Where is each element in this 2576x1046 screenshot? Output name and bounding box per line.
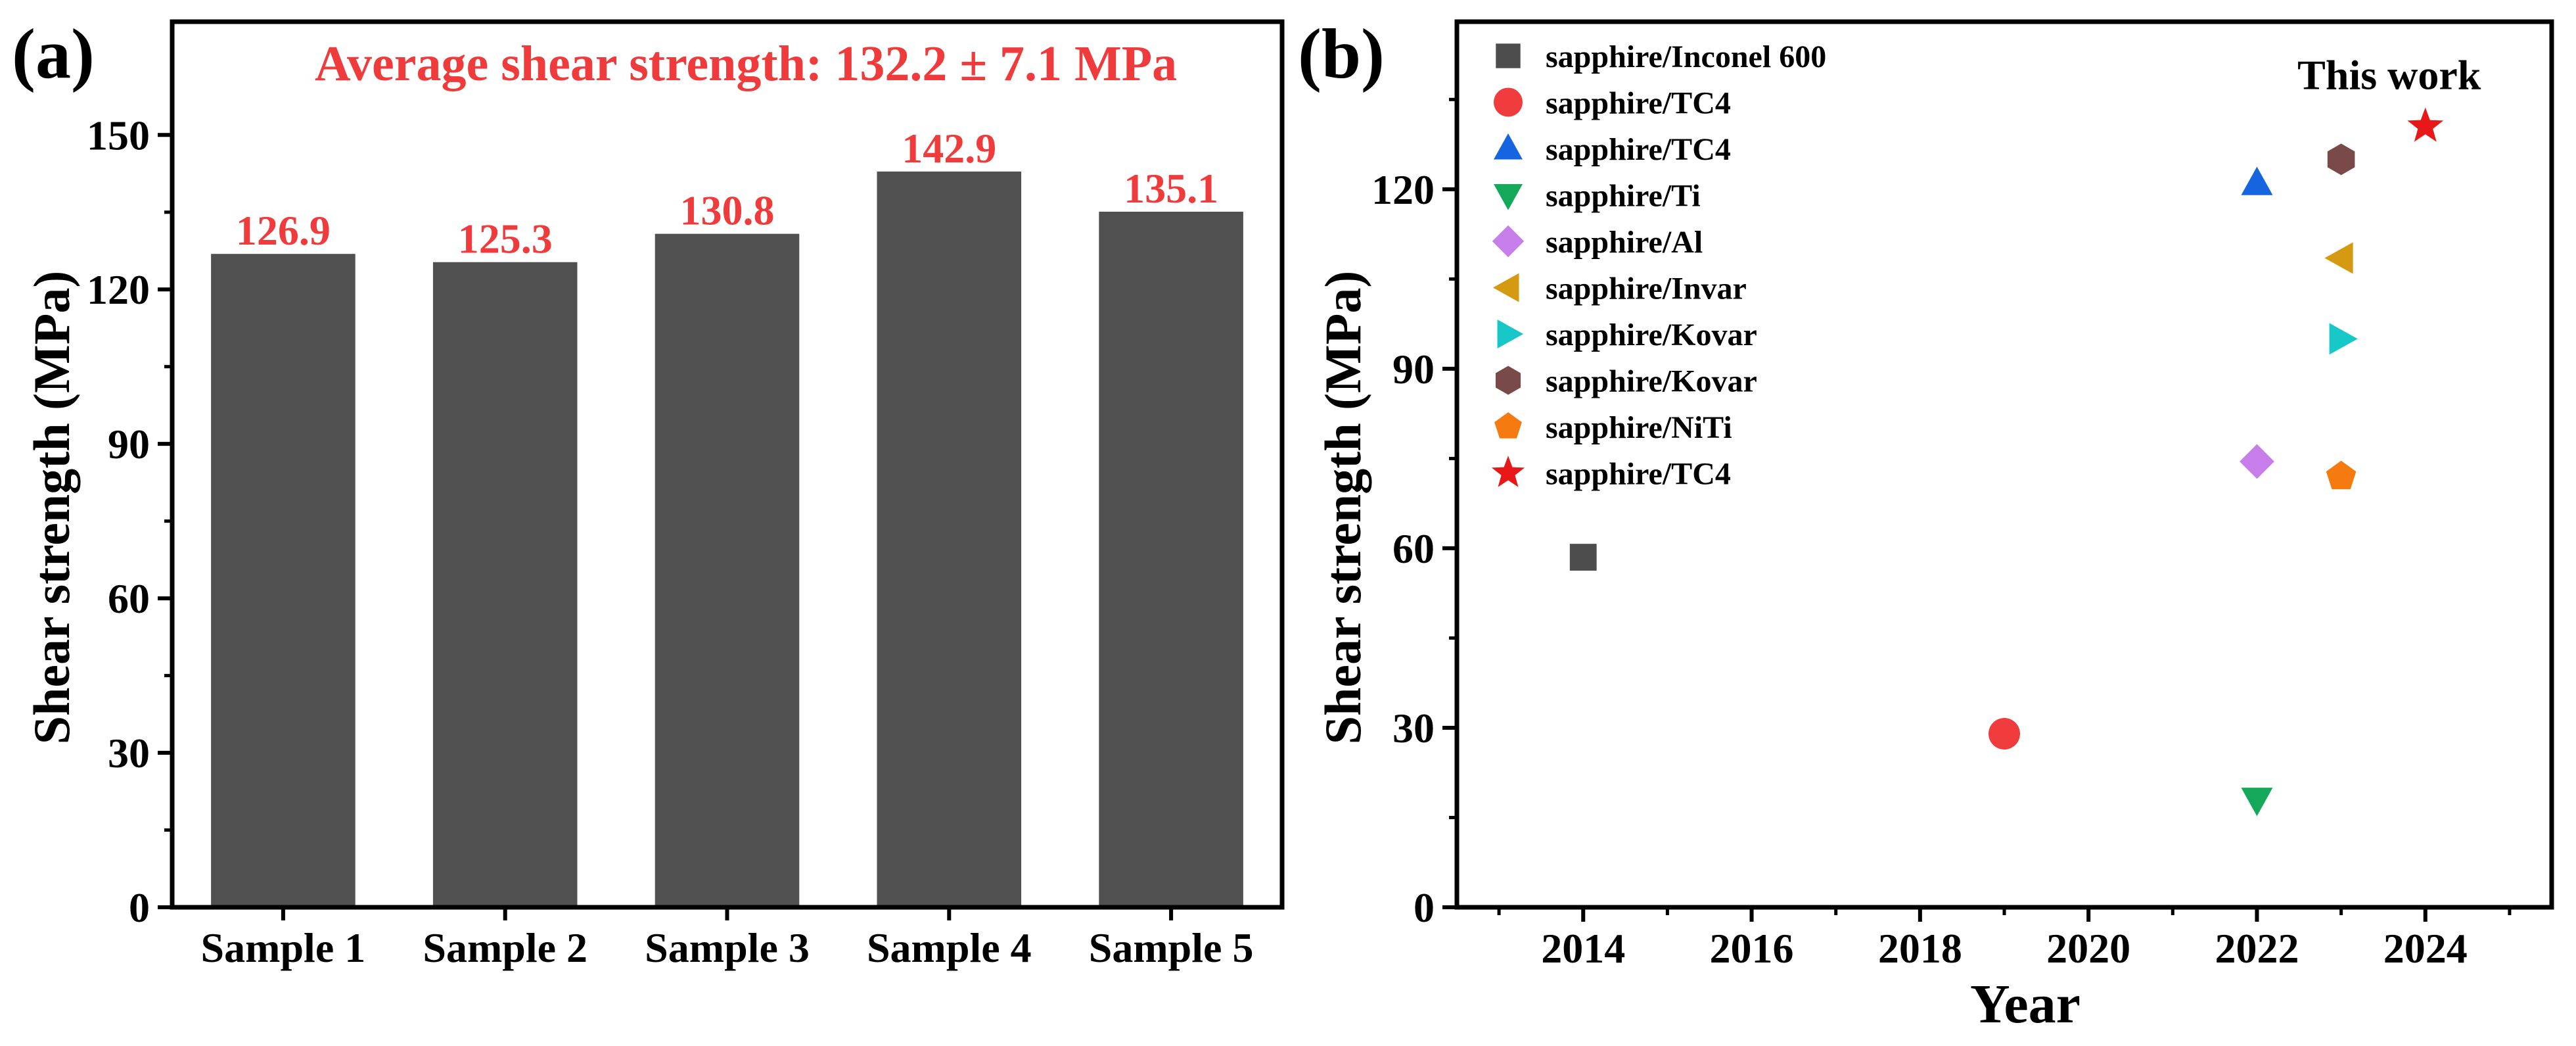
panel-b-plot-frame xyxy=(1454,19,2554,910)
legend-triangle-down-marker xyxy=(1494,184,1523,210)
panel-b-points xyxy=(1569,107,2444,817)
x-tick-label-sample-4: Sample 4 xyxy=(867,924,1032,971)
bar-sample-4 xyxy=(877,171,1022,908)
panel-b-y-ticks: 0 30 60 90 120 xyxy=(1371,97,1457,931)
legend-label-sapphire-kovar: sapphire/Kovar xyxy=(1546,318,1757,352)
legend-label-sapphire-tc4: sapphire/TC4 xyxy=(1546,86,1731,121)
legend-triangle-right-marker xyxy=(1497,320,1524,348)
y-tick-label-0: 0 xyxy=(129,884,150,931)
legend-diamond-marker xyxy=(1492,225,1525,258)
panel-a-x-ticks: Sample 1 Sample 2 Sample 3 Sample 4 Sample 5 xyxy=(201,907,1254,971)
x-tick-label-2024: 2024 xyxy=(2383,925,2468,972)
point-sapphire-invar-triangle-left-2023 xyxy=(2324,242,2353,274)
panel-b-x-axis-label: Year xyxy=(1970,974,2081,1035)
y-tick-label-120: 120 xyxy=(87,266,150,313)
data-label-sample-4: 142.9 xyxy=(902,125,996,172)
data-label-sample-2: 125.3 xyxy=(458,216,553,262)
point-sapphire-inconel-600-square-2014 xyxy=(1569,544,1597,571)
x-tick-label-sample-5: Sample 5 xyxy=(1089,924,1254,971)
panel-a-y-axis-label: Shear strength (MPa) xyxy=(23,271,80,745)
x-tick-label-sample-2: Sample 2 xyxy=(423,924,587,971)
point-sapphire-ti-triangle-down-2022 xyxy=(2241,788,2273,817)
x-tick-label-2016: 2016 xyxy=(1710,925,1794,972)
point-sapphire-tc4-star-2024 xyxy=(2407,107,2444,142)
legend-triangle-left-marker xyxy=(1492,273,1519,302)
y-tick-label-90: 90 xyxy=(108,421,150,467)
panel-a-y-ticks: 0 30 60 90 120 150 xyxy=(87,112,172,931)
y-tick-label-30: 30 xyxy=(108,730,150,776)
panel-a-label: (a) xyxy=(12,15,95,93)
data-label-sample-5: 135.1 xyxy=(1124,165,1218,212)
point-sapphire-tc4-circle-2019 xyxy=(1989,718,2020,750)
point-sapphire-kovar-hexagon-2023 xyxy=(2327,143,2355,176)
point-sapphire-tc4-triangle-up-2022 xyxy=(2241,166,2273,195)
x-tick-label-sample-1: Sample 1 xyxy=(201,924,366,971)
legend-label-sapphire-niti: sapphire/NiTi xyxy=(1546,410,1732,445)
point-sapphire-niti-pentagon-2023 xyxy=(2326,460,2357,490)
bar-sample-2 xyxy=(432,262,578,907)
panel-b-legend: sapphire/Inconel 600 sapphire/TC4 sapphire… xyxy=(1491,39,1826,492)
bar-sample-5 xyxy=(1099,211,1243,907)
panel-b-scatter-chart: (b) Shear strength (MPa) Year 2014 2016 20… xyxy=(1298,15,2554,1035)
panel-b-x-ticks: 2014 2016 2018 2020 2022 2024 xyxy=(1497,907,2512,972)
data-label-sample-1: 126.9 xyxy=(236,207,331,254)
legend-triangle-up-marker xyxy=(1494,133,1523,160)
bar-sample-3 xyxy=(655,233,800,907)
x-tick-label-sample-3: Sample 3 xyxy=(645,924,810,971)
point-sapphire-al-diamond-2022 xyxy=(2240,444,2274,479)
legend-pentagon-marker xyxy=(1494,412,1522,439)
panel-b-y-axis-label: Shear strength (MPa) xyxy=(1314,271,1371,745)
legend-label-sapphire-tc4: sapphire/TC4 xyxy=(1546,457,1731,492)
legend-star-marker xyxy=(1491,456,1525,487)
y-tick-label-90: 90 xyxy=(1392,346,1435,392)
legend-hexagon-marker xyxy=(1495,366,1521,395)
x-tick-label-2022: 2022 xyxy=(2215,925,2299,972)
panel-a-bar-chart: (a) Average shear strength: 132.2 ± 7.1 … xyxy=(12,15,1285,971)
point-sapphire-kovar-triangle-right-2023 xyxy=(2329,323,2358,355)
legend-label-sapphire-ti: sapphire/Ti xyxy=(1546,179,1701,214)
y-tick-label-60: 60 xyxy=(1392,525,1435,572)
panel-a-bars xyxy=(211,171,1243,908)
y-tick-label-120: 120 xyxy=(1371,166,1435,213)
panel-a-data-labels: 126.9 125.3 130.8 142.9 135.1 xyxy=(236,125,1218,262)
legend-label-sapphire-kovar: sapphire/Kovar xyxy=(1546,364,1757,399)
panel-a-title: Average shear strength: 132.2 ± 7.1 MPa xyxy=(315,36,1177,91)
y-tick-label-30: 30 xyxy=(1392,705,1435,751)
x-tick-label-2020: 2020 xyxy=(2046,925,2130,972)
legend-circle-marker xyxy=(1494,87,1523,117)
panel-a-plot-frame xyxy=(170,19,1285,910)
panel-b-annotation-this-work: This work xyxy=(2297,51,2481,98)
bar-sample-1 xyxy=(211,254,356,907)
data-label-sample-3: 130.8 xyxy=(680,187,775,234)
panel-b-label: (b) xyxy=(1298,15,1385,93)
legend-label-sapphire-al: sapphire/Al xyxy=(1546,225,1703,260)
y-tick-label-0: 0 xyxy=(1414,884,1435,931)
y-tick-label-60: 60 xyxy=(108,575,150,622)
y-tick-label-150: 150 xyxy=(87,112,150,158)
legend-label-sapphire-tc4: sapphire/TC4 xyxy=(1546,132,1731,167)
x-tick-label-2018: 2018 xyxy=(1878,925,1962,972)
x-tick-label-2014: 2014 xyxy=(1541,925,1625,972)
legend-label-sapphire-inconel-600: sapphire/Inconel 600 xyxy=(1546,39,1826,74)
legend-label-sapphire-invar: sapphire/Invar xyxy=(1546,272,1747,306)
legend-square-marker xyxy=(1496,43,1521,68)
